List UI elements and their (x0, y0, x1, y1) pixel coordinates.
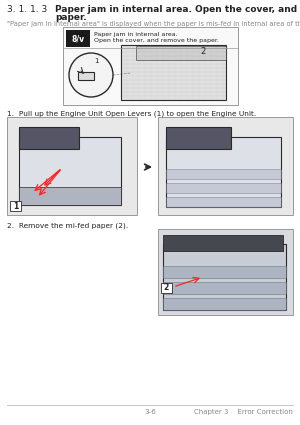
Bar (166, 127, 231, 149)
Bar (166, 169, 281, 179)
Bar (63, 27, 238, 105)
Text: Open the cover, and remove the paper.: Open the cover, and remove the paper. (94, 38, 219, 43)
Text: 1.  Pull up the Engine Unit Open Levers (1) to open the Engine Unit.: 1. Pull up the Engine Unit Open Levers (… (7, 110, 256, 116)
Bar (166, 197, 281, 207)
Text: "Paper jam in internal area" is displayed when the paper is mis-fed in internal : "Paper jam in internal area" is displaye… (7, 21, 300, 27)
Bar (7, 117, 137, 215)
Bar (136, 46, 226, 60)
Bar (66, 30, 90, 47)
Bar (166, 183, 281, 193)
Bar (163, 266, 286, 278)
Text: 3. 1. 1. 3: 3. 1. 1. 3 (7, 5, 47, 14)
Text: Paper jam in internal area.: Paper jam in internal area. (94, 32, 178, 37)
Bar (78, 72, 94, 80)
Text: 1: 1 (13, 201, 18, 210)
Bar (121, 45, 226, 100)
Text: Chapter 3    Error Correction: Chapter 3 Error Correction (194, 409, 293, 415)
Bar (19, 137, 121, 205)
Bar (163, 244, 286, 310)
Bar (19, 187, 121, 205)
Circle shape (69, 53, 113, 97)
Text: 3-6: 3-6 (144, 409, 156, 415)
Text: 2: 2 (200, 46, 206, 56)
Bar (166, 137, 281, 207)
Bar (161, 283, 172, 293)
Bar (158, 117, 293, 215)
Bar (19, 127, 79, 149)
Text: 2: 2 (164, 283, 169, 292)
Text: Paper jam in internal area. Open the cover, and remove the: Paper jam in internal area. Open the cov… (55, 5, 300, 14)
Bar (163, 298, 286, 310)
Bar (158, 229, 293, 315)
Text: paper.: paper. (55, 13, 87, 22)
Bar (10, 201, 21, 211)
Bar (163, 282, 286, 294)
Text: 1: 1 (94, 58, 98, 64)
Text: 8/v: 8/v (71, 34, 85, 43)
Text: 2.  Remove the mi-fed paper (2).: 2. Remove the mi-fed paper (2). (7, 222, 128, 229)
Bar (163, 235, 283, 251)
